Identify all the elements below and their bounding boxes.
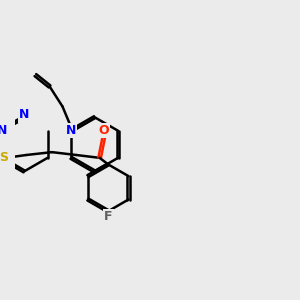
Text: F: F xyxy=(104,210,112,224)
Text: O: O xyxy=(99,124,109,137)
Text: N: N xyxy=(0,124,7,137)
Text: N: N xyxy=(19,108,29,122)
Text: N: N xyxy=(66,124,76,137)
Text: S: S xyxy=(0,151,8,164)
